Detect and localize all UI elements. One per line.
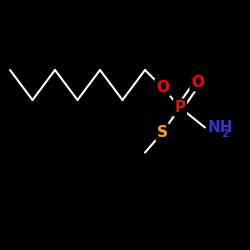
Text: P: P: [174, 100, 186, 115]
Text: NH: NH: [208, 120, 233, 135]
Text: S: S: [157, 125, 168, 140]
Text: O: O: [156, 80, 169, 95]
Text: O: O: [191, 75, 204, 90]
Text: 2: 2: [221, 129, 229, 139]
